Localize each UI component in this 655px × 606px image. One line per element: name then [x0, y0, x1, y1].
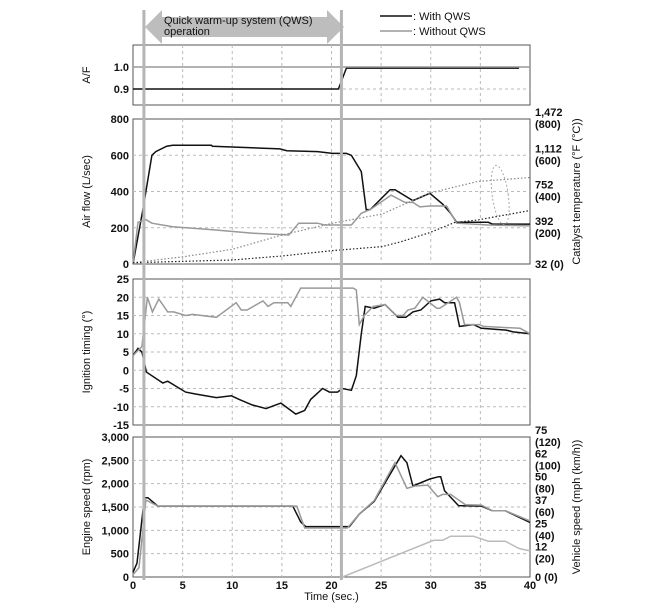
qws-arrow: Quick warm-up system (QWS) operation [145, 10, 344, 44]
x-tick-label: 35 [474, 580, 486, 592]
y-tick-label: 10 [117, 329, 129, 341]
y2-axis-title: Catalyst temperature (°F (°C)) [571, 118, 583, 264]
y2-tick-unit: (600) [535, 155, 561, 167]
y2-tick-label: 25 [535, 518, 547, 530]
y2-tick-unit: (40) [535, 530, 555, 542]
y-axis-title: A/F [81, 66, 93, 83]
series-line-with-qws-0 [132, 454, 531, 573]
y2-tick-label: 12 [535, 542, 547, 554]
x-tick-label: 10 [226, 580, 238, 592]
panel-ignition: -15 -10 -5 0 5 10 15 20 25 Ignition timing (°) [81, 274, 531, 432]
y-tick-label: 0.9 [114, 84, 129, 96]
series-line-without-qws-1 [132, 461, 531, 576]
y-tick-label: 200 [111, 223, 129, 235]
series-line-with-qws-0 [133, 67, 520, 90]
qws-operation-arrow [145, 10, 344, 44]
y-tick-label: 25 [117, 274, 129, 286]
series-line-vehicle-speed-2 [342, 535, 531, 578]
y2-tick-unit: (20) [535, 554, 555, 566]
y2-tick-label: 752 [535, 180, 553, 192]
panel-af: 1.0 0.9 A/F [81, 44, 531, 106]
y2-axis-title: Vehicle speed (mph (km/h)) [571, 440, 583, 575]
y-axis-title: Ignition timing (°) [81, 311, 93, 394]
y-tick-label: 1,000 [101, 525, 129, 537]
y-axis-title: Engine speed (rpm) [81, 459, 93, 556]
y2-tick-label: 1,472 [535, 107, 563, 119]
y2-tick-unit: (60) [535, 507, 555, 519]
y2-tick-unit: (120) [535, 437, 561, 449]
x-axis-title: Time (sec.) [304, 591, 359, 603]
x-tick-label: 25 [375, 580, 387, 592]
y2-tick-unit: (80) [535, 484, 555, 496]
y2-tick-unit: (200) [535, 228, 561, 240]
annotation-ellipse [490, 164, 510, 226]
y2-tick-label: 50 [535, 472, 547, 484]
arrow-text-line1: Quick warm-up system (QWS) [164, 15, 313, 27]
x-tick-label: 40 [524, 580, 536, 592]
y-tick-label: -5 [119, 384, 129, 396]
y-tick-label: 0 [123, 572, 129, 584]
x-tick-label: 20 [325, 580, 337, 592]
y-tick-label: 400 [111, 187, 129, 199]
legend-label-with-qws: : With QWS [413, 11, 470, 23]
y-tick-label: 5 [123, 347, 129, 359]
y2-tick-label: 37 [535, 495, 547, 507]
series-line-with-qws-0 [132, 144, 530, 265]
y-tick-label: 800 [111, 114, 129, 126]
y-tick-label: 1.0 [114, 62, 129, 74]
x-tick-label: 0 [130, 580, 136, 592]
legend: : With QWS : Without QWS [380, 11, 486, 38]
y2-tick-unit: (400) [535, 192, 561, 204]
y-tick-label: -15 [113, 420, 129, 432]
y-axis-title: Air flow (L/sec) [81, 155, 93, 228]
y-tick-label: 2,000 [101, 479, 129, 491]
y2-tick-label: 0 (0) [535, 572, 558, 584]
y-tick-label: 3,000 [101, 432, 129, 444]
series-line-catalyst-temperature-2 [132, 176, 531, 264]
y2-tick-label: 75 [535, 425, 547, 437]
y-tick-label: 15 [117, 311, 129, 323]
arrow-text-line2: operation [164, 26, 210, 38]
y-tick-label: 0 [123, 365, 129, 377]
y-tick-label: 2,500 [101, 455, 129, 467]
series-line-without-qws-1 [132, 287, 531, 357]
series-line-without-qws-1 [132, 194, 531, 265]
panel-airflow: 0 200 400 600 800 32 (0) 392(200) 752(400) 1,112… [81, 107, 583, 271]
y2-tick-label: 62 [535, 448, 547, 460]
y2-tick-label: 392 [535, 216, 553, 228]
x-tick-label: 5 [180, 580, 186, 592]
y-tick-label: 600 [111, 150, 129, 162]
legend-label-without-qws: : Without QWS [413, 26, 486, 38]
x-tick-label: 30 [425, 580, 437, 592]
y-tick-label: 0 [123, 259, 129, 271]
y-tick-label: 500 [111, 549, 129, 561]
y2-tick-unit: (100) [535, 460, 561, 472]
y-tick-label: 20 [117, 292, 129, 304]
y-tick-label: 1,500 [101, 502, 129, 514]
y-tick-label: -10 [113, 402, 129, 414]
series-line-catalyst-temperature-3 [132, 209, 531, 264]
y2-tick-unit: (800) [535, 119, 561, 131]
x-tick-label: 15 [276, 580, 288, 592]
y2-tick-label: 1,112 [535, 143, 562, 155]
y2-tick-label: 32 (0) [535, 259, 564, 271]
